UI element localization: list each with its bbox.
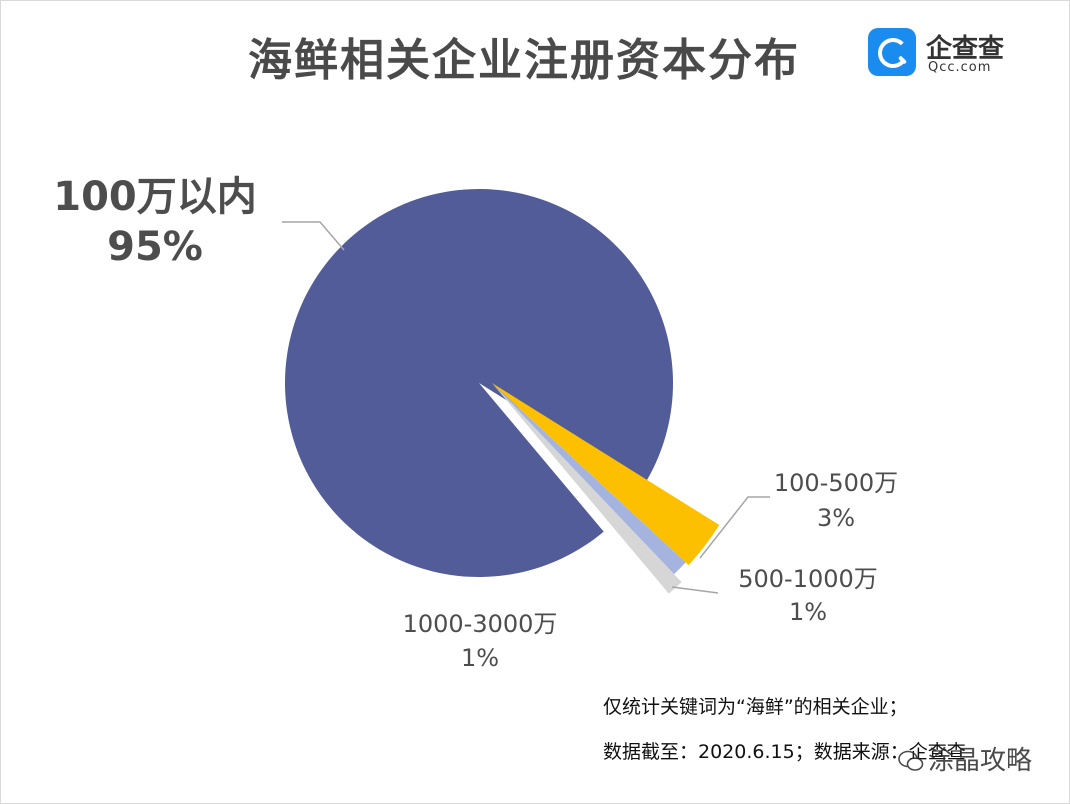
- watermark-text: 涂晶攻略: [928, 746, 1033, 776]
- pie-slice-4: [492, 383, 682, 594]
- pie-slice-2: [492, 383, 720, 566]
- leader-lines: [282, 221, 770, 594]
- slice-label-3: 500-1000万: [738, 565, 878, 593]
- slice-label-1: 100万以内: [53, 174, 257, 220]
- slice-label-4: 1000-3000万: [403, 610, 558, 638]
- slice-percent-1: 95%: [107, 224, 203, 270]
- qcc-logo: 企查查 Qcc.com: [868, 28, 1008, 78]
- slice-percent-4: 1%: [461, 644, 499, 672]
- chart-title: 海鲜相关企业注册资本分布: [248, 35, 800, 86]
- pie-slice-1: [284, 189, 673, 577]
- leader-line-1: [282, 221, 345, 251]
- footnote-source: 数据截至：2020.6.15；数据来源：企查查: [603, 741, 966, 763]
- leader-line-2: [699, 496, 770, 559]
- logo-text-cn: 企查查: [926, 34, 1005, 64]
- logo-text-en: Qcc.com: [928, 60, 992, 75]
- watermark: 涂晶攻略: [898, 740, 1032, 777]
- pie-slices: [284, 189, 720, 594]
- slice-percent-2: 3%: [817, 504, 855, 532]
- wechat-icon: [898, 750, 924, 771]
- slice-label-2: 100-500万: [774, 469, 898, 497]
- leader-line-3: [671, 586, 719, 594]
- slice-percent-3: 1%: [789, 598, 827, 626]
- qcc-logo-icon: [868, 28, 916, 76]
- pie-slice-3: [492, 383, 686, 575]
- footnote-scope: 仅统计关键词为“海鲜”的相关企业；: [603, 696, 908, 718]
